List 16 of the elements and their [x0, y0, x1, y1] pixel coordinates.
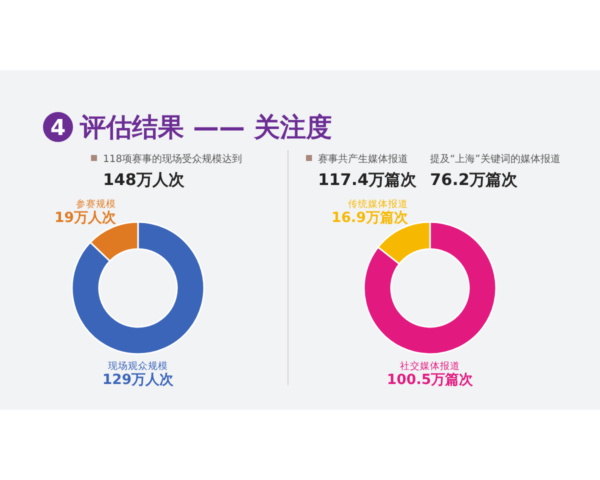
text: 148万人次	[103, 170, 186, 189]
text: 117.4万篇次	[318, 170, 418, 189]
chart-subtitle: 4	[50, 116, 66, 141]
slice-label: 现场观众规模	[108, 360, 168, 372]
text: 118项赛事的现场受众规模达到	[103, 153, 242, 165]
slice-label: 社交媒体报道	[400, 360, 460, 372]
slice-label: 传统媒体报道	[348, 198, 408, 210]
data-label: 19万人次	[54, 210, 117, 226]
slice-label: 参赛规模	[76, 198, 116, 210]
data-label: 129万人次	[102, 372, 175, 388]
text: 76.2万篇次	[430, 170, 518, 189]
data-label: 16.9万篇次	[331, 210, 409, 226]
text: 赛事共产生媒体报道	[318, 153, 408, 165]
data-label: 100.5万篇次	[386, 372, 474, 388]
text: 提及“上海”关键词的媒体报道	[430, 153, 560, 165]
chart-title: 评估结果 —— 关注度	[79, 113, 332, 143]
